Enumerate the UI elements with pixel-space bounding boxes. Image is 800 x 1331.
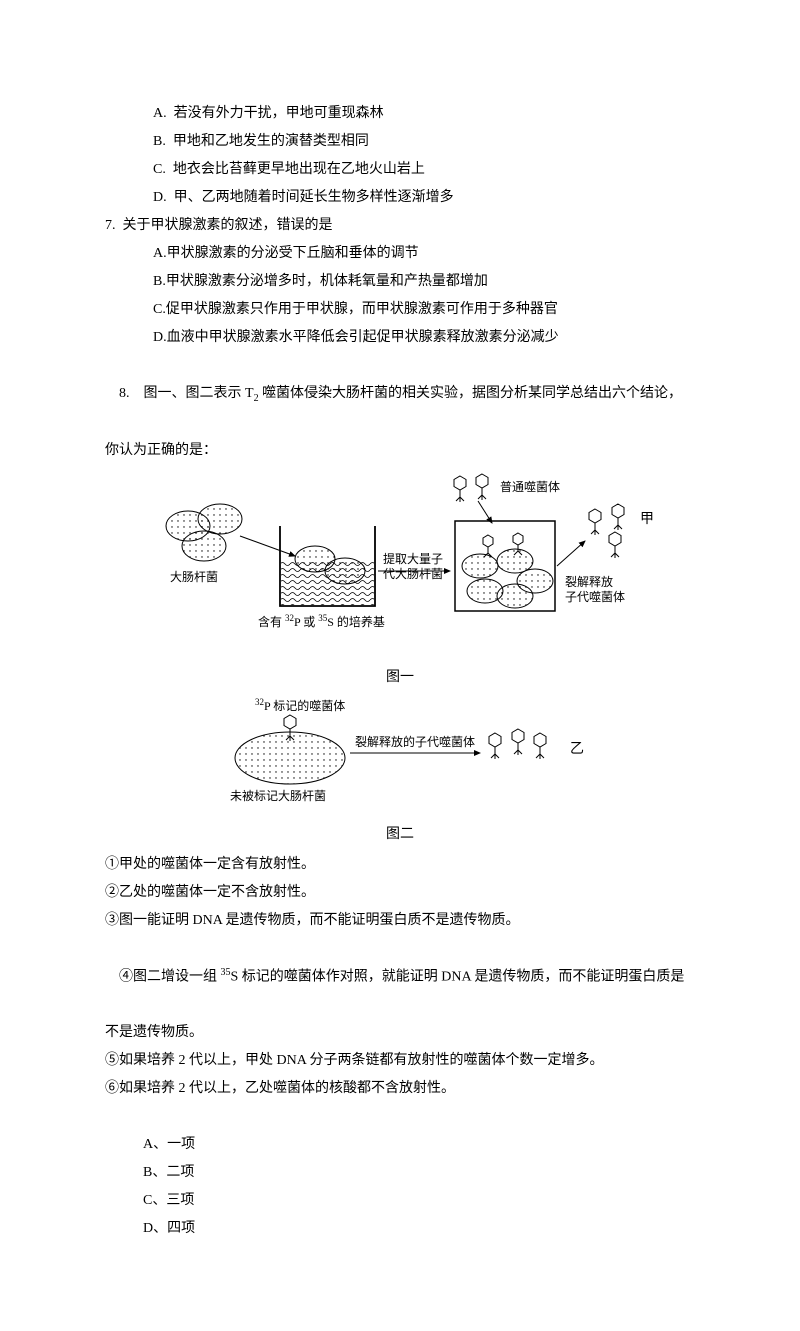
q6-option-b: B. 甲地和乙地发生的演替类型相同 [105, 128, 695, 156]
infected-box [455, 521, 555, 611]
label-medium: 含有 32P 或 35S 的培养基 [258, 613, 385, 629]
label-normal-phage: 普通噬菌体 [500, 479, 560, 494]
figure-1: 大肠杆菌 含有 32P 或 35S 的培养基 提取大量子 代大肠杆菌 [105, 471, 695, 692]
q7-option-b: B.甲状腺激素分泌增多时，机体耗氧量和产热量都增加 [105, 268, 695, 296]
figure-2-caption: 图二 [105, 821, 695, 849]
figure-1-caption: 图一 [105, 664, 695, 692]
label-lysis-a: 裂解释放 [565, 574, 613, 589]
q8-answer-c: C、三项 [143, 1187, 194, 1215]
q8-stmt-2: ②乙处的噬菌体一定不含放射性。 [105, 879, 695, 907]
q6-option-c: C. 地衣会比苔藓更早地出现在乙地火山岩上 [105, 156, 695, 184]
figure-1-svg: 大肠杆菌 含有 32P 或 35S 的培养基 提取大量子 代大肠杆菌 [140, 471, 660, 651]
q8-stem-line1: 8. 图一、图二表示 T2 噬菌体侵染大肠杆菌的相关实验，据图分析某同学总结出六… [105, 352, 695, 437]
progeny-fig2 [489, 729, 546, 759]
q7-stem: 7. 关于甲状腺激素的叙述，错误的是 [105, 212, 695, 240]
label-extract-b: 代大肠杆菌 [383, 567, 443, 581]
arrow-into-beaker [240, 536, 295, 556]
label-yi: 乙 [570, 741, 584, 757]
q8-answer-a: A、一项 [143, 1131, 195, 1159]
q7-option-a: A.甲状腺激素的分泌受下丘脑和垂体的调节 [105, 240, 695, 268]
label-unmarked: 未被标记大肠杆菌 [230, 789, 326, 803]
label-lysis-fig2: 裂解释放的子代噬菌体 [355, 734, 475, 749]
label-p32: 32P 标记的噬菌体 [255, 698, 345, 713]
q8-answer-b: B、二项 [143, 1159, 194, 1187]
q8-stem-a: 8. 图一、图二表示 T [119, 386, 254, 401]
progeny-phages [589, 504, 624, 558]
page-content: A. 若没有外力干扰，甲地可重现森林 B. 甲地和乙地发生的演替类型相同 C. … [0, 0, 800, 1331]
q8-stem-line2: 你认为正确的是： [105, 437, 695, 465]
arrow-out [557, 541, 585, 566]
normal-phages [454, 474, 488, 502]
q8-stmt-3: ③图一能证明 DNA 是遗传物质，而不能证明蛋白质不是遗传物质。 [105, 907, 695, 935]
q8-stmt-5: ⑤如果培养 2 代以上，甲处 DNA 分子两条链都有放射性的噬菌体个数一定增多。 [105, 1047, 695, 1075]
q8-answer-d: D、四项 [143, 1215, 195, 1243]
q6-option-a: A. 若没有外力干扰，甲地可重现森林 [105, 100, 695, 128]
q8-stem-b: 噬菌体侵染大肠杆菌的相关实验，据图分析某同学总结出六个结论， [259, 386, 683, 401]
figure-2: 32P 标记的噬菌体 未被标记大肠杆菌 裂解释放的子代噬菌体 [105, 698, 695, 849]
q7-option-c: C.促甲状腺激素只作用于甲状腺，而甲状腺激素可作用于多种器官 [105, 296, 695, 324]
figure-2-svg: 32P 标记的噬菌体 未被标记大肠杆菌 裂解释放的子代噬菌体 [190, 698, 610, 808]
q8-answer-row: A、一项 B、二项 C、三项 D、四项 [105, 1103, 695, 1271]
arrow-phage-in [478, 501, 492, 523]
q8-stmt-4a: ④图二增设一组 35S 标记的噬菌体作对照，就能证明 DNA 是遗传物质，而不能… [105, 935, 695, 1020]
beaker [280, 526, 375, 606]
q6-option-d: D. 甲、乙两地随着时间延长生物多样性逐渐增多 [105, 184, 695, 212]
label-lysis-b: 子代噬菌体 [565, 589, 625, 604]
label-extract-a: 提取大量子 [383, 551, 443, 566]
ecoli-cluster [166, 504, 242, 561]
q8-stmt-1: ①甲处的噬菌体一定含有放射性。 [105, 851, 695, 879]
q8-stmt-4b: 不是遗传物质。 [105, 1019, 695, 1047]
label-ecoli: 大肠杆菌 [170, 570, 218, 584]
label-jia: 甲 [640, 512, 654, 527]
q8-stmt-6: ⑥如果培养 2 代以上，乙处噬菌体的核酸都不含放射性。 [105, 1075, 695, 1103]
q7-option-d: D.血液中甲状腺激素水平降低会引起促甲状腺素释放激素分泌减少 [105, 324, 695, 352]
